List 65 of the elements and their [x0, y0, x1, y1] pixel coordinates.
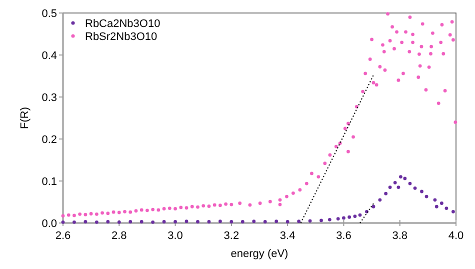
- point: [162, 220, 166, 224]
- point: [388, 186, 392, 189]
- x-tick-label: 2.8: [111, 230, 127, 242]
- point: [396, 186, 400, 189]
- point: [72, 220, 76, 224]
- point: [444, 206, 448, 210]
- y-axis-title: F(R): [19, 107, 31, 129]
- point: [94, 220, 98, 224]
- point: [184, 220, 188, 224]
- point: [336, 217, 340, 220]
- x-tick-label: 3.4: [280, 230, 296, 242]
- point: [151, 220, 155, 224]
- point: [174, 220, 177, 224]
- point: [286, 220, 290, 224]
- point: [393, 180, 397, 184]
- y-tick-label: 0.1: [42, 176, 57, 188]
- point: [413, 186, 417, 190]
- point: [218, 220, 222, 224]
- point: [399, 175, 402, 178]
- x-tick-label: 3.6: [336, 230, 352, 242]
- point: [433, 198, 437, 202]
- point: [297, 220, 300, 224]
- point: [353, 214, 357, 218]
- point: [106, 220, 110, 224]
- point: [117, 220, 121, 224]
- y-tick-label: 0.3: [42, 92, 57, 104]
- point: [140, 220, 144, 224]
- point: [128, 220, 132, 224]
- point: [420, 190, 424, 194]
- point: [252, 220, 256, 224]
- point: [328, 218, 332, 222]
- point: [384, 192, 388, 196]
- point: [440, 202, 444, 205]
- x-tick-label: 3.0: [168, 230, 183, 242]
- point: [274, 220, 278, 224]
- point: [61, 220, 65, 224]
- x-tick-label: 4.0: [448, 230, 464, 242]
- point: [434, 204, 438, 208]
- legend-label: RbSr2Nb3O10: [85, 30, 158, 43]
- point: [378, 198, 382, 202]
- point: [263, 220, 267, 224]
- point: [348, 215, 352, 219]
- point: [451, 210, 455, 214]
- y-tick-label: 0.0: [42, 218, 57, 230]
- x-axis-title: energy (eV): [230, 248, 288, 260]
- legend-label: RbCa2Nb3O10: [85, 18, 160, 30]
- y-tick-label: 0.5: [42, 8, 57, 20]
- point: [372, 204, 376, 208]
- point: [408, 182, 412, 186]
- point: [84, 220, 88, 224]
- point: [207, 220, 211, 224]
- y-tick-label: 0.2: [42, 134, 57, 146]
- point: [403, 176, 407, 180]
- x-tick-label: 2.6: [55, 230, 71, 242]
- point: [424, 194, 428, 198]
- point: [358, 213, 362, 217]
- point: [342, 216, 346, 220]
- point: [308, 219, 312, 223]
- point: [230, 220, 234, 224]
- x-tick-label: 3.2: [224, 230, 240, 242]
- y-tick-label: 0.4: [42, 50, 57, 62]
- x-tick-label: 3.8: [392, 230, 408, 242]
- point: [196, 220, 200, 224]
- point: [320, 218, 323, 222]
- point: [240, 220, 244, 224]
